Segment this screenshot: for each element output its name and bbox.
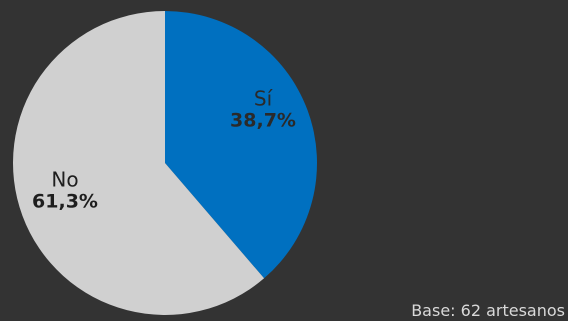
slice-label-no: No 61,3% bbox=[32, 167, 98, 214]
slice-category-no: No bbox=[51, 167, 79, 192]
slice-value-si: 38,7% bbox=[230, 109, 296, 132]
chart-footnote: Base: 62 artesanos bbox=[411, 301, 565, 320]
slice-label-si: Sí 38,7% bbox=[230, 86, 296, 133]
slice-value-no: 61,3% bbox=[32, 190, 98, 213]
pie-slice-no bbox=[12, 11, 265, 315]
slice-category-si: Sí bbox=[253, 86, 273, 111]
pie-slice-si bbox=[165, 11, 317, 279]
